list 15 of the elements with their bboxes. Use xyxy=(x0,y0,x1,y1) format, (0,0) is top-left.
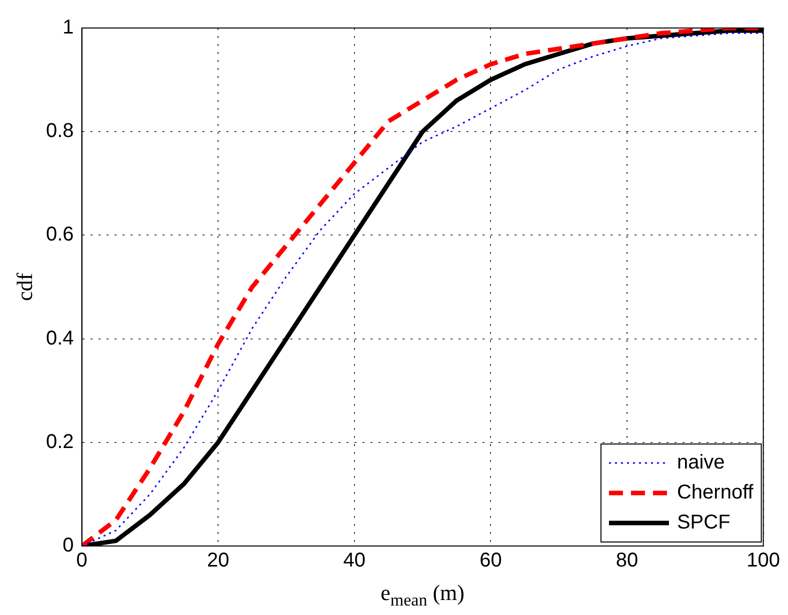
legend-label: Chernoff xyxy=(676,482,754,504)
x-tick-label: 20 xyxy=(206,550,230,572)
y-axis-title: cdf xyxy=(12,272,37,302)
x-tick-label: 60 xyxy=(480,550,502,572)
x-tick-label: 40 xyxy=(343,550,366,572)
y-tick-label: 0.8 xyxy=(46,120,74,142)
y-tick-label: 0.6 xyxy=(46,224,74,246)
y-tick-label: 0.2 xyxy=(46,430,74,453)
legend-label: SPCF xyxy=(676,512,730,534)
y-tick-label: 1 xyxy=(62,16,74,39)
y-tick-label: 0 xyxy=(62,534,74,557)
x-tick-label: 80 xyxy=(616,550,638,572)
x-tick-label: 100 xyxy=(746,550,780,572)
y-tick-label: 0.4 xyxy=(46,327,74,350)
legend-label: naive xyxy=(676,452,725,474)
